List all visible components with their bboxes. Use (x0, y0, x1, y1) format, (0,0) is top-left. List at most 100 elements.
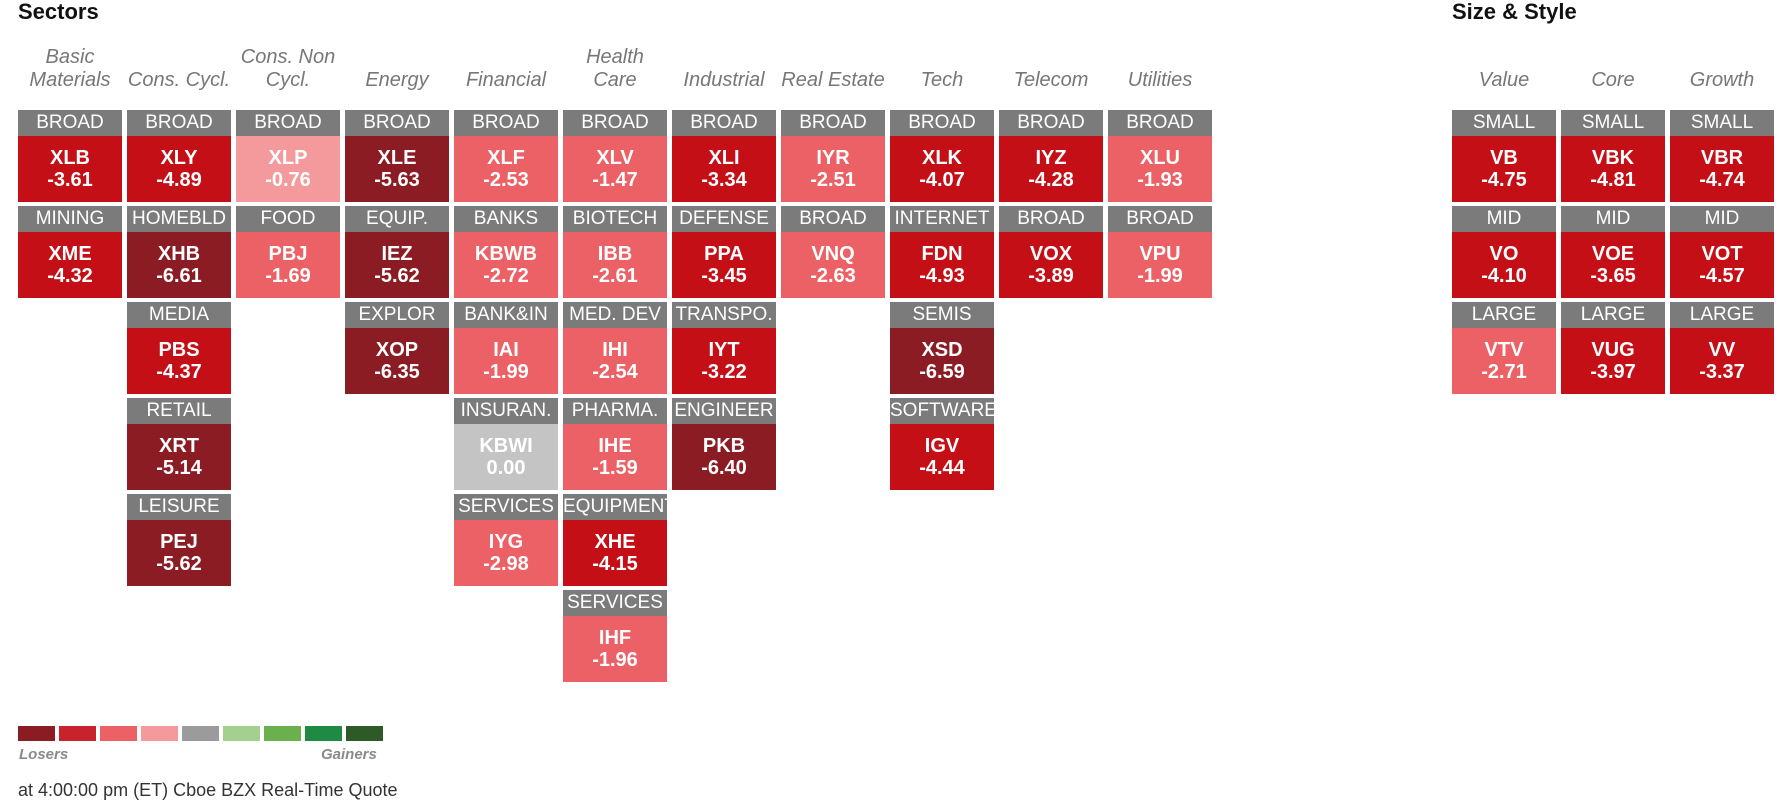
tile-category: LARGE (1561, 302, 1665, 328)
tile-change: -5.62 (374, 265, 420, 287)
etf-tile[interactable]: BROAD XLF -2.53 (454, 110, 558, 202)
etf-tile[interactable]: BROAD XLY -4.89 (127, 110, 231, 202)
etf-tile[interactable]: BANK&IN IAI -1.99 (454, 302, 558, 394)
legend-losers-label: Losers (19, 746, 69, 763)
tile-body: IHE -1.59 (563, 424, 667, 490)
etf-tile[interactable]: BROAD XLI -3.34 (672, 110, 776, 202)
etf-tile[interactable]: SEMIS XSD -6.59 (890, 302, 994, 394)
etf-tile[interactable]: MID VO -4.10 (1452, 206, 1556, 298)
tile-body: KBWB -2.72 (454, 232, 558, 298)
etf-tile[interactable]: INTERNET FDN -4.93 (890, 206, 994, 298)
tile-ticker: FDN (921, 243, 963, 265)
tile-body: XLK -4.07 (890, 136, 994, 202)
etf-tile[interactable]: FOOD PBJ -1.69 (236, 206, 340, 298)
tile-body: VO -4.10 (1452, 232, 1556, 298)
tile-category: PHARMA. (563, 398, 667, 424)
tile-category: DEFENSE (672, 206, 776, 232)
etf-tile[interactable]: BIOTECH IBB -2.61 (563, 206, 667, 298)
tile-change: -5.62 (156, 553, 202, 575)
tile-ticker: IHI (602, 339, 628, 361)
tile-category: SMALL (1452, 110, 1556, 136)
etf-tile[interactable]: BANKS KBWB -2.72 (454, 206, 558, 298)
tile-body: VNQ -2.63 (781, 232, 885, 298)
tile-category: MID (1670, 206, 1774, 232)
etf-tile[interactable]: SERVICES IYG -2.98 (454, 494, 558, 586)
etf-tile[interactable]: BROAD IYR -2.51 (781, 110, 885, 202)
etf-tile[interactable]: MID VOT -4.57 (1670, 206, 1774, 298)
tile-body: XRT -5.14 (127, 424, 231, 490)
etf-tile[interactable]: BROAD VOX -3.89 (999, 206, 1103, 298)
etf-tile[interactable]: BROAD IYZ -4.28 (999, 110, 1103, 202)
etf-tile[interactable]: BROAD XLE -5.63 (345, 110, 449, 202)
tile-ticker: XLY (160, 147, 198, 169)
etf-tile[interactable]: TRANSPO. IYT -3.22 (672, 302, 776, 394)
etf-tile[interactable]: INSURAN. KBWI 0.00 (454, 398, 558, 490)
etf-tile[interactable]: PHARMA. IHE -1.59 (563, 398, 667, 490)
etf-tile[interactable]: SERVICES IHF -1.96 (563, 590, 667, 682)
tile-body: XLY -4.89 (127, 136, 231, 202)
tile-ticker: KBWB (474, 243, 538, 265)
tile-category: TRANSPO. (672, 302, 776, 328)
etf-tile[interactable]: SMALL VBK -4.81 (1561, 110, 1665, 202)
tile-body: XHB -6.61 (127, 232, 231, 298)
etf-tile[interactable]: BROAD VPU -1.99 (1108, 206, 1212, 298)
etf-tile[interactable]: BROAD VNQ -2.63 (781, 206, 885, 298)
etf-tile[interactable]: MED. DEV IHI -2.54 (563, 302, 667, 394)
tile-ticker: XSD (921, 339, 963, 361)
etf-tile[interactable]: LARGE VUG -3.97 (1561, 302, 1665, 394)
legend-swatch (59, 726, 96, 741)
tile-change: -6.61 (156, 265, 202, 287)
tile-change: -3.37 (1699, 361, 1745, 383)
tile-category: SEMIS (890, 302, 994, 328)
tile-body: XLE -5.63 (345, 136, 449, 202)
etf-tile[interactable]: RETAIL XRT -5.14 (127, 398, 231, 490)
etf-tile[interactable]: MINING XME -4.32 (18, 206, 122, 298)
etf-tile[interactable]: BROAD XLU -1.93 (1108, 110, 1212, 202)
tile-change: 0.00 (486, 457, 526, 479)
etf-tile[interactable]: BROAD XLP -0.76 (236, 110, 340, 202)
tile-body: VV -3.37 (1670, 328, 1774, 394)
etf-tile[interactable]: BROAD XLB -3.61 (18, 110, 122, 202)
tile-category: INSURAN. (454, 398, 558, 424)
etf-tile[interactable]: SMALL VB -4.75 (1452, 110, 1556, 202)
etf-tile[interactable]: MEDIA PBS -4.37 (127, 302, 231, 394)
etf-tile[interactable]: DEFENSE PPA -3.45 (672, 206, 776, 298)
tile-change: -4.89 (156, 169, 202, 191)
tile-change: -4.10 (1481, 265, 1527, 287)
tile-category: LARGE (1452, 302, 1556, 328)
etf-tile[interactable]: BROAD XLV -1.47 (563, 110, 667, 202)
etf-tile[interactable]: HOMEBLD XHB -6.61 (127, 206, 231, 298)
legend-swatch (264, 726, 301, 741)
etf-tile[interactable]: LARGE VTV -2.71 (1452, 302, 1556, 394)
tile-change: -4.28 (1028, 169, 1074, 191)
tile-change: -1.47 (592, 169, 638, 191)
tile-body: IHI -2.54 (563, 328, 667, 394)
etf-tile[interactable]: EXPLOR XOP -6.35 (345, 302, 449, 394)
tile-ticker: XHE (594, 531, 636, 553)
size-style-title: Size & Style (1452, 0, 1577, 24)
etf-tile[interactable]: LEISURE PEJ -5.62 (127, 494, 231, 586)
tile-ticker: XLV (596, 147, 634, 169)
column-header: Energy (365, 69, 429, 91)
tile-ticker: IYR (816, 147, 850, 169)
tile-category: RETAIL (127, 398, 231, 424)
tile-category: BROAD (236, 110, 340, 136)
tile-ticker: XME (48, 243, 92, 265)
tile-ticker: XLP (268, 147, 308, 169)
tile-ticker: PKB (702, 435, 746, 457)
etf-tile[interactable]: ENGINEER PKB -6.40 (672, 398, 776, 490)
tile-change: -4.75 (1481, 169, 1527, 191)
etf-tile[interactable]: EQUIPMENT XHE -4.15 (563, 494, 667, 586)
tile-category: EXPLOR (345, 302, 449, 328)
tile-change: -6.40 (701, 457, 747, 479)
etf-tile[interactable]: LARGE VV -3.37 (1670, 302, 1774, 394)
tile-ticker: IYT (708, 339, 740, 361)
tile-ticker: XLU (1140, 147, 1180, 169)
etf-tile[interactable]: EQUIP. IEZ -5.62 (345, 206, 449, 298)
etf-tile[interactable]: MID VOE -3.65 (1561, 206, 1665, 298)
etf-tile[interactable]: BROAD XLK -4.07 (890, 110, 994, 202)
etf-tile[interactable]: SOFTWARE IGV -4.44 (890, 398, 994, 490)
tile-category: SERVICES (454, 494, 558, 520)
etf-tile[interactable]: SMALL VBR -4.74 (1670, 110, 1774, 202)
tile-change: -2.53 (483, 169, 529, 191)
